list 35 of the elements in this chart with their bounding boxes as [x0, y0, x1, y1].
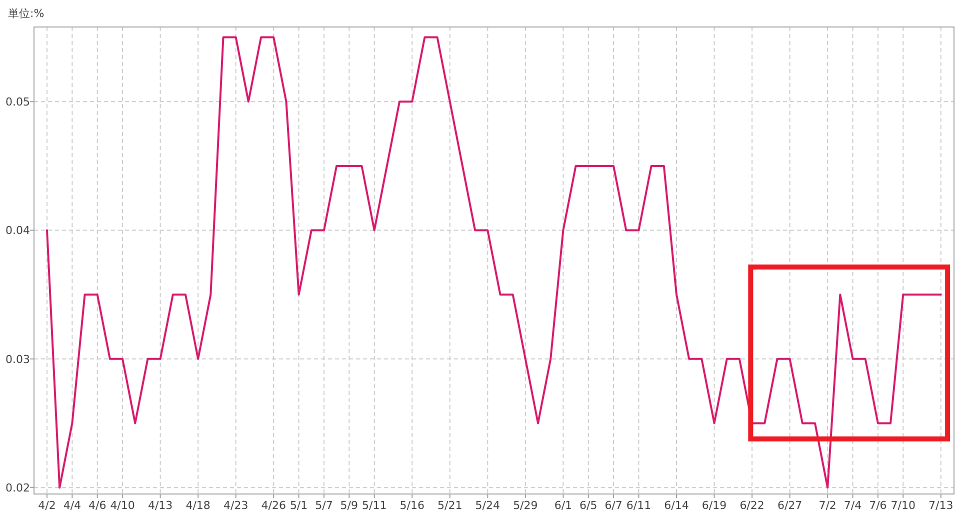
x-tick-label: 6/5	[580, 499, 598, 512]
x-tick-label: 5/24	[475, 499, 500, 512]
line-series	[46, 36, 942, 489]
x-tick-label: 5/16	[400, 499, 424, 512]
y-tick-label: 0.05	[6, 95, 30, 108]
x-tick-label: 5/29	[513, 499, 538, 512]
y-tick-label: 0.04	[6, 224, 30, 238]
y-tick-label: 0.02	[6, 481, 30, 494]
y-tick-label: 0.03	[6, 352, 30, 366]
x-tick-label: 6/7	[604, 499, 622, 512]
x-tick-label: 7/2	[818, 499, 836, 512]
x-tick-label: 7/10	[890, 499, 916, 512]
x-tick-label: 5/11	[362, 499, 387, 512]
x-tick-label: 6/1	[554, 499, 572, 512]
x-tick-label: 6/11	[626, 499, 652, 512]
x-tick-label: 4/23	[224, 499, 248, 512]
x-tick-label: 7/13	[928, 499, 954, 512]
x-tick-label: 4/4	[63, 499, 82, 512]
x-tick-label: 6/14	[664, 499, 689, 512]
x-tick-label: 5/7	[315, 499, 333, 512]
x-tick-label: 6/27	[777, 499, 802, 512]
x-tick-label: 4/10	[110, 499, 135, 512]
x-tick-label: 5/21	[438, 499, 462, 512]
x-tick-label: 4/13	[148, 499, 173, 512]
x-tick-label: 5/9	[340, 499, 358, 512]
x-tick-label: 6/22	[740, 499, 764, 512]
x-tick-label: 6/19	[702, 499, 727, 512]
x-tick-label: 7/4	[844, 499, 862, 512]
x-tick-label: 7/6	[869, 499, 887, 512]
x-tick-label: 4/26	[261, 499, 286, 512]
x-tick-label: 4/2	[38, 499, 56, 512]
x-tick-label: 4/18	[186, 499, 210, 512]
x-tick-label: 4/6	[88, 499, 106, 512]
x-tick-label: 5/1	[290, 499, 308, 512]
y-axis-title: 単位:%	[8, 7, 44, 20]
